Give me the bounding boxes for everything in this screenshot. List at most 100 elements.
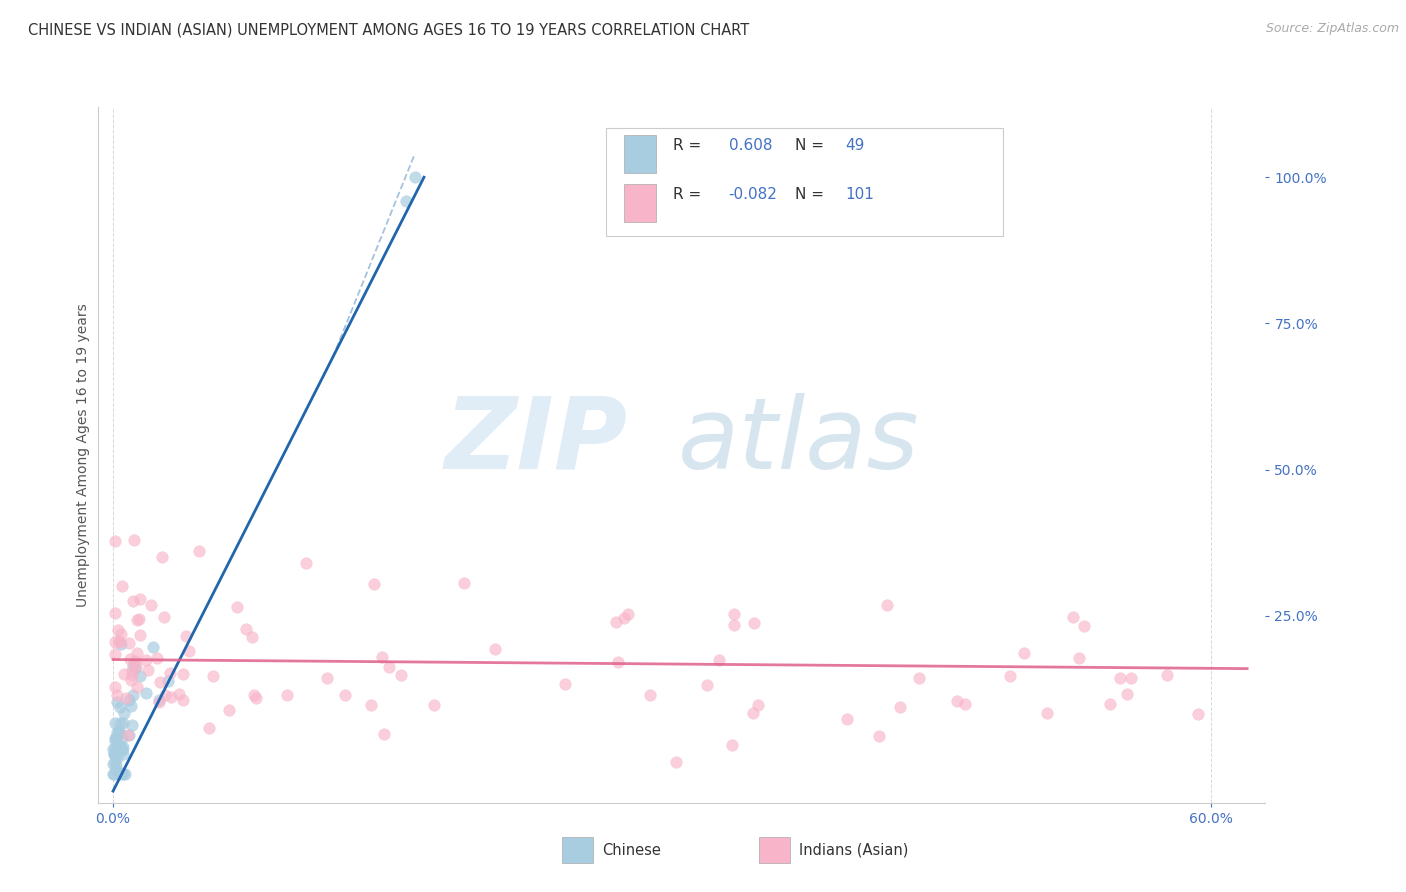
Point — [101, 766, 124, 780]
Point — [129, 591, 152, 606]
Point — [129, 628, 152, 642]
Point — [218, 703, 240, 717]
Point — [484, 642, 506, 657]
Point — [108, 699, 131, 714]
Point — [121, 664, 143, 678]
Point — [107, 623, 129, 637]
Text: atlas: atlas — [678, 392, 920, 490]
Point — [908, 671, 931, 685]
Point — [136, 663, 159, 677]
Point — [395, 194, 418, 208]
Point — [709, 653, 731, 667]
Point — [111, 579, 134, 593]
Point — [124, 661, 146, 675]
Text: -0.082: -0.082 — [728, 186, 778, 202]
Point — [135, 653, 157, 667]
Point — [111, 765, 134, 780]
Point — [111, 740, 134, 755]
Point — [105, 751, 128, 765]
Point — [104, 606, 127, 620]
Point — [107, 634, 129, 648]
Point — [1156, 667, 1178, 681]
Point — [1109, 671, 1132, 685]
Point — [638, 688, 661, 702]
Point — [104, 755, 127, 769]
Point — [721, 738, 744, 752]
Point — [404, 170, 426, 185]
Point — [159, 665, 181, 680]
Point — [201, 669, 224, 683]
Point — [120, 698, 142, 713]
Point — [105, 731, 128, 745]
Point — [613, 611, 636, 625]
Text: 0.608: 0.608 — [728, 137, 772, 153]
Text: R =: R = — [672, 137, 706, 153]
Point — [149, 675, 172, 690]
Point — [245, 690, 267, 705]
Y-axis label: Unemployment Among Ages 16 to 19 years: Unemployment Among Ages 16 to 19 years — [76, 303, 90, 607]
Point — [1116, 687, 1139, 701]
Point — [112, 667, 135, 681]
Point — [124, 654, 146, 668]
Point — [1098, 697, 1121, 711]
Point — [104, 534, 127, 549]
Point — [150, 550, 173, 565]
Point — [103, 747, 125, 761]
Point — [276, 688, 298, 702]
Point — [114, 766, 136, 780]
Point — [122, 657, 145, 672]
Point — [112, 706, 135, 720]
Point — [121, 668, 143, 682]
Point — [198, 721, 221, 735]
Point — [122, 593, 145, 607]
Point — [378, 660, 401, 674]
Point — [235, 622, 257, 636]
Point — [111, 731, 134, 745]
Point — [153, 610, 176, 624]
Point — [111, 742, 134, 756]
Point — [953, 697, 976, 711]
Point — [108, 766, 131, 780]
Point — [121, 688, 143, 702]
Point — [115, 691, 138, 706]
Point — [108, 635, 131, 649]
Text: Chinese: Chinese — [602, 843, 661, 857]
Point — [174, 629, 197, 643]
Text: 101: 101 — [845, 186, 875, 202]
Point — [148, 695, 170, 709]
Point — [1073, 619, 1095, 633]
Text: 49: 49 — [845, 137, 865, 153]
Point — [1119, 671, 1142, 685]
Point — [240, 631, 263, 645]
Bar — [624, 136, 657, 173]
Point — [1036, 706, 1059, 721]
Bar — [624, 184, 657, 222]
Point — [868, 729, 890, 743]
Text: ZIP: ZIP — [444, 392, 627, 490]
Point — [104, 747, 127, 761]
Point — [616, 607, 638, 622]
Point — [121, 718, 143, 732]
Point — [103, 757, 125, 772]
Point — [112, 715, 135, 730]
Point — [108, 725, 131, 739]
Point — [742, 615, 765, 630]
Point — [103, 731, 125, 745]
Text: Source: ZipAtlas.com: Source: ZipAtlas.com — [1265, 22, 1399, 36]
Point — [104, 647, 127, 661]
Point — [124, 658, 146, 673]
Point — [108, 723, 131, 738]
Text: N =: N = — [796, 186, 830, 202]
Point — [127, 681, 149, 695]
Point — [554, 677, 576, 691]
Point — [360, 698, 382, 712]
Point — [117, 728, 139, 742]
Point — [665, 755, 688, 769]
Point — [1062, 610, 1084, 624]
Point — [105, 695, 128, 709]
Point — [105, 757, 128, 772]
Point — [363, 577, 385, 591]
Text: R =: R = — [672, 186, 706, 202]
Point — [103, 741, 125, 756]
Point — [117, 636, 139, 650]
